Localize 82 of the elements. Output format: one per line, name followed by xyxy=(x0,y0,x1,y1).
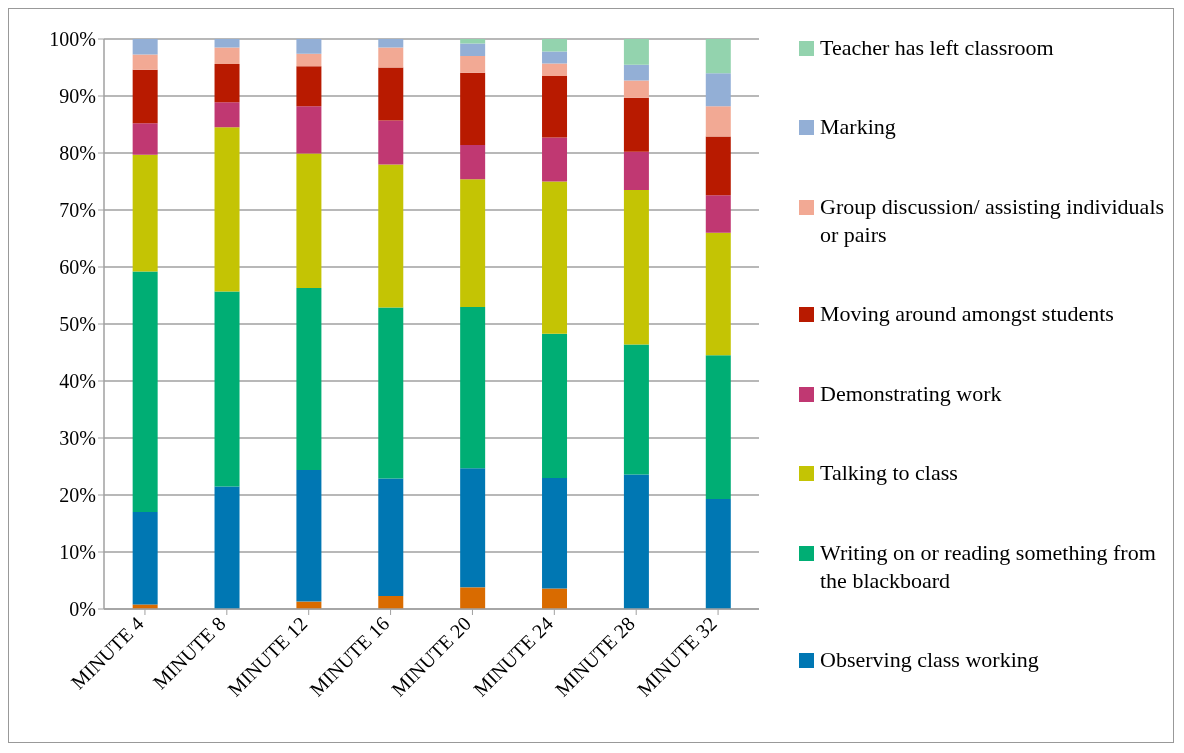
bar xyxy=(132,154,158,272)
legend-label: Demonstrating work xyxy=(820,379,1002,408)
bar xyxy=(542,39,568,52)
bar xyxy=(623,97,649,152)
legend-label: Writing on or reading something from the blackboard xyxy=(820,538,1157,595)
bar xyxy=(460,306,486,469)
bar xyxy=(296,469,322,602)
bar xyxy=(132,69,158,124)
bar xyxy=(378,307,404,479)
bar xyxy=(132,39,158,55)
y-tick-label: 100% xyxy=(49,28,96,51)
bar xyxy=(542,181,568,334)
bar xyxy=(214,486,240,609)
bar xyxy=(623,80,649,98)
bar xyxy=(214,47,240,65)
bar xyxy=(296,53,322,67)
bar xyxy=(296,106,322,154)
y-tick-label: 30% xyxy=(59,427,96,450)
bar xyxy=(214,102,240,128)
bar xyxy=(542,137,568,182)
bar xyxy=(460,145,486,180)
bar xyxy=(705,136,731,196)
bar xyxy=(296,288,322,470)
bar xyxy=(460,56,486,73)
bar xyxy=(705,195,731,233)
bar xyxy=(705,106,731,137)
bar xyxy=(132,271,158,513)
bar xyxy=(542,477,568,589)
y-tick-label: 0% xyxy=(69,598,96,621)
bar xyxy=(378,120,404,165)
bar xyxy=(705,355,731,499)
legend-label: Moving around amongst students xyxy=(820,300,1114,329)
bar xyxy=(542,333,568,478)
bar xyxy=(132,123,158,155)
bar xyxy=(460,72,486,146)
bar xyxy=(378,39,404,48)
bar xyxy=(542,76,568,138)
bar xyxy=(132,54,158,70)
bar xyxy=(460,39,486,44)
bar xyxy=(705,232,731,356)
legend-label: Observing class working xyxy=(820,645,1039,674)
y-tick-label: 50% xyxy=(59,313,96,336)
y-tick-label: 70% xyxy=(59,199,96,222)
bar xyxy=(623,474,649,609)
legend-label: Teacher has left classroom xyxy=(820,34,1054,62)
bar xyxy=(214,39,240,48)
bar xyxy=(460,179,486,307)
bar xyxy=(460,587,486,609)
bar xyxy=(214,127,240,292)
bar xyxy=(623,39,649,65)
y-tick-label: 60% xyxy=(59,256,96,279)
y-tick-label: 40% xyxy=(59,370,96,393)
bar xyxy=(132,512,158,605)
bar xyxy=(296,39,322,54)
legend-label: Marking xyxy=(820,113,896,142)
bar xyxy=(623,151,649,191)
bar xyxy=(296,66,322,107)
legend-label: Talking to class xyxy=(820,459,958,488)
y-tick-label: 10% xyxy=(59,541,96,564)
y-tick-label: 90% xyxy=(59,85,96,108)
bar xyxy=(705,498,731,609)
bar xyxy=(378,47,404,68)
bar xyxy=(705,39,731,74)
bar xyxy=(623,190,649,345)
bar xyxy=(542,51,568,64)
bar xyxy=(460,43,486,57)
y-tick-label: 80% xyxy=(59,142,96,165)
bar xyxy=(378,164,404,308)
bar xyxy=(542,588,568,609)
legend-label: Group discussion/ assisting individuals or pairs xyxy=(820,192,1166,249)
bar xyxy=(705,73,731,107)
bar xyxy=(378,478,404,596)
bar xyxy=(378,595,404,609)
bar xyxy=(623,64,649,81)
bar xyxy=(378,67,404,121)
bar xyxy=(460,468,486,588)
bar xyxy=(542,63,568,77)
bar xyxy=(623,344,649,475)
bar xyxy=(296,153,322,289)
y-tick-label: 20% xyxy=(59,484,96,507)
bar xyxy=(214,291,240,487)
bar xyxy=(214,64,240,103)
